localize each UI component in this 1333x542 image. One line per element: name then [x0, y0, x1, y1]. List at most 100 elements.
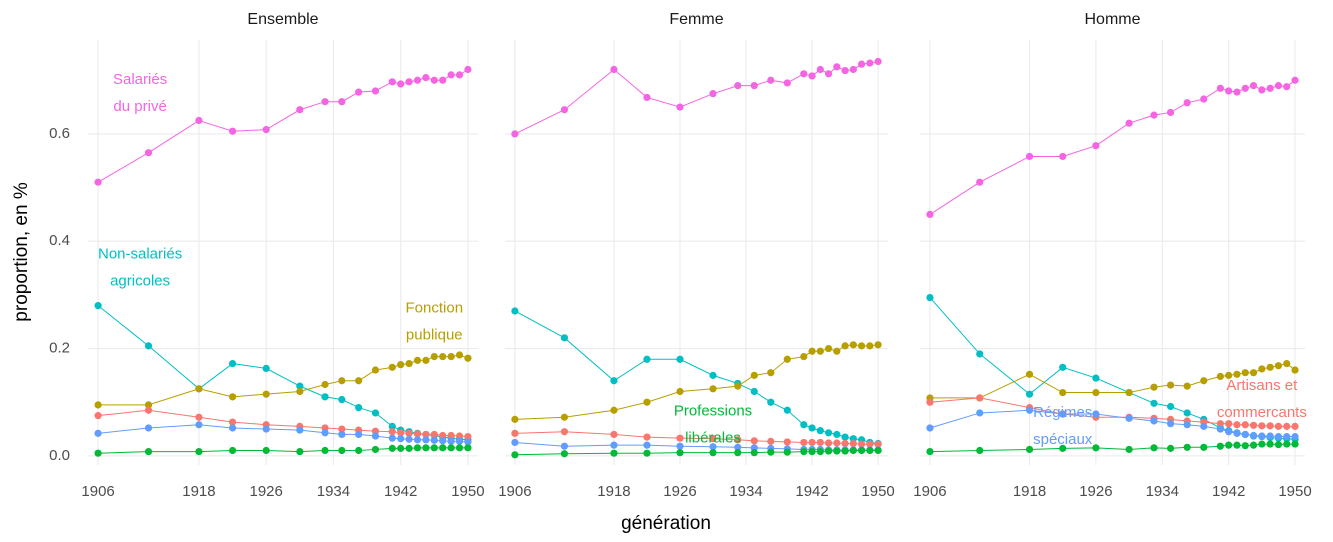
point: [355, 430, 363, 439]
point: [439, 76, 447, 84]
point: [1166, 444, 1175, 452]
point: [560, 413, 569, 421]
point: [355, 403, 363, 412]
point: [1025, 370, 1034, 378]
point: [808, 347, 816, 355]
point: [371, 366, 380, 374]
point: [388, 434, 396, 442]
point: [1258, 365, 1266, 373]
point: [1291, 76, 1299, 84]
point: [1258, 440, 1266, 448]
point: [228, 393, 237, 401]
point: [388, 363, 396, 371]
point: [1274, 82, 1283, 90]
point: [511, 130, 519, 138]
point: [767, 437, 775, 445]
point: [397, 429, 405, 437]
point: [709, 443, 717, 451]
point: [1125, 388, 1133, 397]
annotation: publique: [406, 326, 463, 343]
annotation: spéciaux: [1033, 431, 1093, 448]
point: [511, 307, 519, 315]
point: [767, 76, 775, 84]
point: [447, 444, 455, 452]
point: [455, 432, 464, 440]
point: [1283, 83, 1291, 91]
point: [560, 106, 569, 114]
annotation: libérales: [685, 429, 741, 446]
point: [371, 409, 380, 417]
point: [610, 449, 618, 457]
point: [1059, 410, 1067, 418]
point: [371, 445, 380, 454]
point: [1249, 421, 1258, 429]
point: [455, 351, 464, 359]
point: [734, 82, 742, 90]
point: [1183, 382, 1191, 390]
point: [824, 429, 833, 437]
point: [388, 78, 396, 86]
point: [866, 59, 874, 67]
point: [926, 398, 934, 406]
point: [560, 442, 569, 450]
point: [1283, 440, 1291, 448]
point: [1291, 432, 1299, 441]
x-tick-label: 1926: [250, 483, 283, 500]
point: [405, 359, 413, 368]
point: [94, 449, 102, 457]
point: [857, 60, 866, 68]
point: [1249, 441, 1258, 449]
point: [976, 446, 984, 455]
point: [1092, 388, 1100, 397]
point: [734, 436, 742, 444]
point: [405, 78, 413, 86]
point: [1283, 359, 1291, 368]
point: [610, 377, 618, 385]
point: [228, 424, 237, 432]
point: [816, 438, 824, 447]
point: [1025, 390, 1034, 398]
x-tick-label: 1926: [663, 483, 696, 500]
point: [783, 355, 791, 363]
point: [1092, 142, 1100, 150]
point: [195, 447, 203, 456]
point: [262, 126, 270, 134]
point: [1200, 377, 1208, 385]
point: [560, 334, 569, 342]
point: [296, 426, 304, 434]
point: [439, 431, 447, 440]
point: [866, 440, 874, 448]
point: [430, 76, 438, 84]
point: [1233, 370, 1241, 378]
point: [1216, 372, 1224, 381]
x-tick-label: 1942: [384, 483, 417, 500]
point: [643, 355, 651, 363]
point: [1025, 406, 1034, 414]
point: [388, 422, 396, 430]
point: [643, 93, 651, 102]
point: [1266, 432, 1274, 440]
point: [1291, 366, 1299, 374]
point: [455, 437, 464, 445]
point: [1200, 422, 1208, 430]
point: [144, 149, 153, 157]
point: [750, 437, 758, 445]
series-line: [514, 310, 879, 445]
y-tick-label: 0.6: [49, 125, 70, 142]
x-tick-label: 1906: [81, 483, 114, 500]
point: [849, 446, 857, 455]
point: [1258, 422, 1266, 430]
annotation: Artisans et: [1226, 377, 1298, 394]
point: [767, 398, 775, 406]
point: [321, 429, 329, 437]
point: [447, 353, 455, 361]
point: [750, 82, 758, 90]
point: [464, 444, 472, 452]
point: [447, 431, 455, 440]
point: [709, 90, 717, 98]
point: [511, 451, 519, 459]
point: [824, 439, 833, 447]
point: [1291, 440, 1299, 448]
point: [94, 302, 102, 310]
annotation: agricoles: [110, 273, 170, 290]
